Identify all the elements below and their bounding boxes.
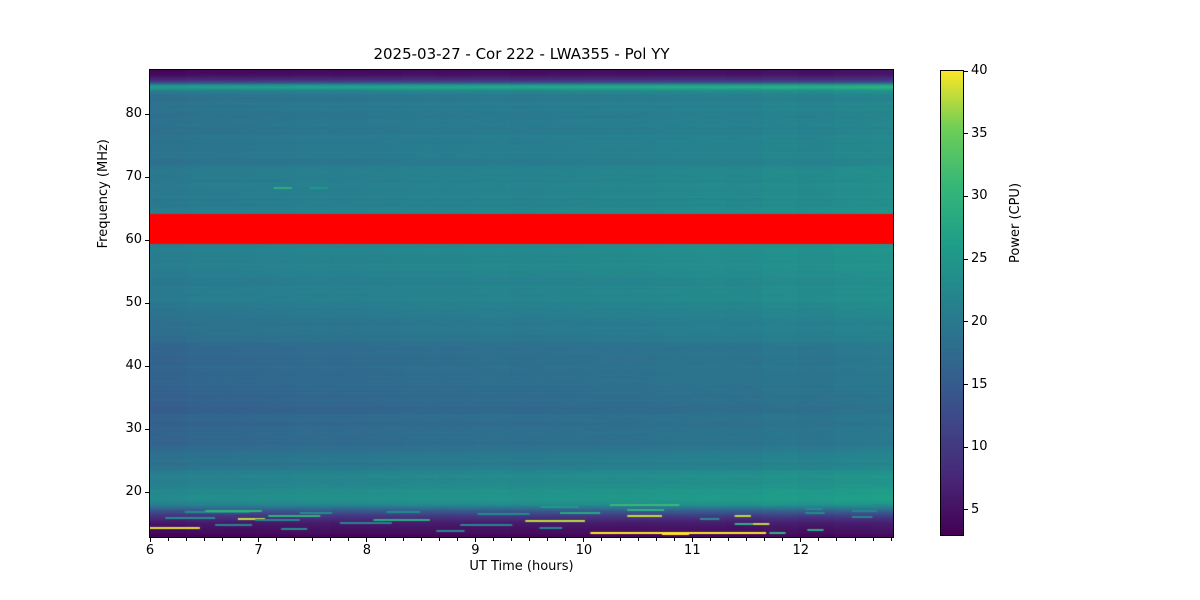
x-minor-tick [854,538,856,541]
x-minor-tick [438,538,440,541]
colorbar-tick-label: 25 [971,251,988,267]
colorbar-tick [964,133,968,135]
y-tick [145,239,149,241]
y-tick-label: 80 [125,106,142,122]
x-tick [257,538,259,542]
x-minor-tick [655,538,657,541]
y-tick [145,365,149,367]
colorbar [940,70,964,536]
y-tick-label: 50 [125,295,142,311]
y-tick-label: 20 [125,484,142,500]
colorbar-tick [964,509,968,511]
x-minor-tick [203,538,205,541]
x-tick-label: 7 [254,543,263,558]
chart-title: 2025-03-27 - Cor 222 - LWA355 - Pol YY [373,45,670,63]
x-minor-tick [276,538,278,541]
x-minor-tick [836,538,838,541]
colorbar-tick [964,195,968,197]
x-minor-tick [709,538,711,541]
x-minor-tick [185,538,187,541]
x-minor-tick [456,538,458,541]
colorbar-tick-label: 40 [971,63,988,78]
x-minor-tick [547,538,549,541]
x-minor-tick [167,538,169,541]
x-tick-label: 6 [145,543,155,558]
x-minor-tick [565,538,567,541]
x-tick-label: 8 [362,543,372,558]
x-tick [691,538,693,542]
x-minor-tick [727,538,729,541]
colorbar-tick-label: 10 [971,439,988,455]
y-tick-label: 60 [125,232,142,248]
x-minor-tick [673,538,675,541]
x-minor-tick [601,538,603,541]
x-tick [149,538,151,542]
colorbar-tick [964,446,968,448]
y-tick [145,302,149,304]
colorbar-tick-label: 30 [971,188,988,204]
plot-area [149,69,894,538]
x-tick-label: 12 [792,543,810,558]
x-minor-tick [492,538,494,541]
y-tick-label: 70 [125,169,142,185]
x-minor-tick [330,538,332,541]
x-tick-label: 11 [684,543,701,558]
x-minor-tick [239,538,241,541]
x-tick-label: 9 [471,543,480,558]
x-minor-tick [511,538,513,541]
y-tick [145,428,149,430]
x-minor-tick [782,538,784,541]
x-minor-tick [764,538,766,541]
colorbar-canvas [941,71,963,535]
x-minor-tick [872,538,874,541]
x-tick [366,538,368,542]
y-tick [145,113,149,115]
y-tick-label: 40 [125,358,142,374]
x-tick [583,538,585,542]
x-minor-tick [221,538,223,541]
x-minor-tick [529,538,531,541]
y-tick [145,176,149,178]
x-axis-label: UT Time (hours) [469,559,574,574]
x-tick [474,538,476,542]
colorbar-tick-label: 20 [971,313,988,329]
x-tick [800,538,802,542]
y-tick [145,491,149,493]
spectrogram-canvas [150,70,893,537]
colorbar-tick [964,70,968,72]
colorbar-tick [964,258,968,260]
x-minor-tick [294,538,296,541]
colorbar-tick-label: 5 [971,501,980,517]
x-minor-tick [890,538,892,541]
x-minor-tick [312,538,314,541]
colorbar-tick [964,384,968,385]
x-minor-tick [619,538,621,541]
colorbar-tick-label: 35 [971,125,988,141]
x-minor-tick [384,538,386,541]
x-minor-tick [402,538,404,541]
y-tick-label: 30 [125,421,142,437]
colorbar-tick [964,321,968,323]
x-minor-tick [818,538,820,541]
x-minor-tick [637,538,639,541]
colorbar-label-text: Power (CPU) [1008,182,1023,263]
x-minor-tick [348,538,350,541]
x-tick-label: 10 [575,543,593,558]
y-axis-label-text: Frequency (MHz) [96,139,111,249]
x-minor-tick [420,538,422,541]
colorbar-tick-label: 15 [971,376,988,392]
x-minor-tick [746,538,748,541]
